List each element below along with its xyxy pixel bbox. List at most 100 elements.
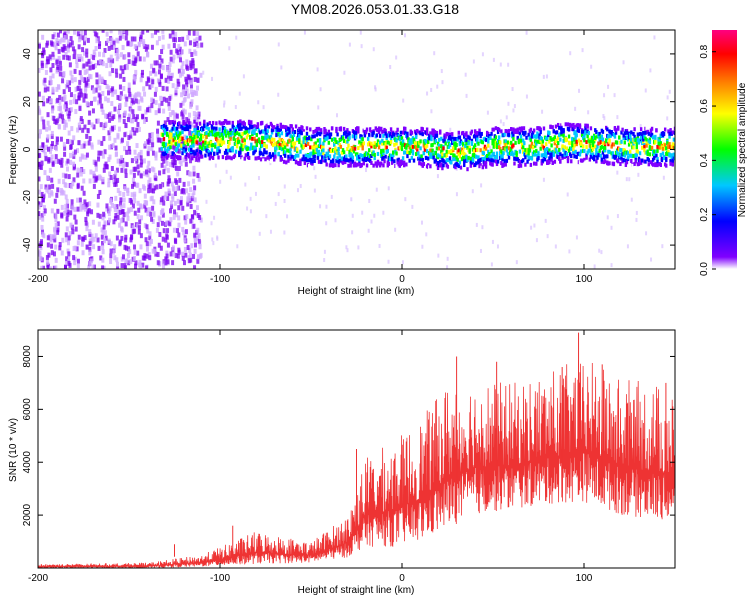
band-cell	[354, 131, 358, 136]
band-cell	[650, 126, 654, 131]
band-cell	[444, 160, 447, 165]
band-cell	[339, 144, 343, 149]
noise-cell	[216, 235, 219, 240]
band-cell	[460, 147, 464, 152]
noise-cell	[62, 89, 66, 95]
band-cell	[620, 130, 623, 135]
noise-cell	[525, 94, 528, 99]
noise-cell	[56, 97, 60, 103]
band-cell	[243, 130, 246, 135]
band-cell	[185, 135, 189, 140]
band-cell	[306, 141, 310, 146]
noise-cell	[134, 116, 138, 122]
band-cell	[559, 152, 562, 157]
noise-cell	[88, 241, 92, 247]
band-cell	[173, 136, 177, 141]
band-cell	[673, 126, 675, 131]
band-cell	[375, 142, 379, 147]
noise-cell	[122, 254, 126, 260]
noise-cell	[172, 251, 176, 257]
band-cell	[220, 121, 224, 126]
noise-cell	[131, 127, 135, 133]
band-cell	[237, 123, 240, 128]
band-cell	[437, 143, 441, 148]
noise-cell	[109, 199, 113, 205]
band-cell	[534, 152, 537, 157]
noise-cell	[42, 124, 46, 130]
band-cell	[302, 154, 305, 159]
band-cell	[566, 159, 570, 164]
band-cell	[411, 151, 415, 156]
band-cell	[549, 124, 552, 129]
noise-cell	[190, 196, 194, 202]
noise-cell	[533, 223, 536, 228]
band-cell	[476, 131, 479, 136]
noise-cell	[653, 35, 656, 40]
noise-cell	[188, 130, 192, 136]
band-cell	[176, 130, 180, 135]
noise-cell	[607, 84, 610, 89]
noise-cell	[98, 98, 102, 104]
band-cell	[518, 160, 522, 165]
noise-cell	[105, 113, 109, 119]
noise-cell	[176, 53, 180, 59]
band-cell	[456, 137, 459, 142]
band-cell	[572, 149, 575, 154]
band-cell	[266, 129, 269, 134]
band-cell	[212, 151, 216, 156]
noise-cell	[76, 172, 80, 178]
band-cell	[525, 135, 528, 140]
band-cell	[573, 125, 576, 130]
noise-cell	[150, 216, 154, 222]
noise-cell	[122, 30, 126, 34]
band-cell	[503, 132, 506, 137]
band-cell	[600, 159, 604, 164]
noise-cell	[74, 219, 78, 225]
band-cell	[429, 154, 432, 159]
noise-cell	[157, 69, 161, 75]
noise-cell	[374, 87, 377, 92]
noise-cell	[165, 86, 169, 92]
band-cell	[318, 152, 322, 157]
noise-cell	[436, 174, 439, 179]
noise-cell	[73, 149, 77, 155]
band-cell	[314, 141, 317, 146]
noise-cell	[119, 73, 123, 79]
band-cell	[172, 122, 175, 127]
band-cell	[645, 138, 648, 143]
noise-cell	[42, 210, 46, 216]
noise-cell	[145, 246, 149, 252]
band-cell	[300, 131, 303, 136]
noise-cell	[51, 161, 55, 167]
noise-cell	[136, 164, 140, 170]
band-cell	[625, 130, 629, 135]
noise-cell	[39, 184, 43, 190]
noise-cell	[45, 255, 49, 261]
noise-cell	[139, 155, 143, 161]
noise-cell	[119, 94, 123, 100]
band-cell	[170, 132, 173, 137]
band-cell	[268, 156, 272, 161]
noise-cell	[129, 133, 133, 139]
noise-cell	[143, 185, 147, 191]
noise-cell	[154, 71, 158, 77]
band-cell	[481, 165, 485, 170]
band-cell	[414, 131, 418, 136]
band-cell	[530, 134, 534, 139]
band-cell	[326, 152, 329, 157]
noise-cell	[101, 257, 105, 263]
band-cell	[194, 131, 197, 136]
noise-cell	[45, 59, 49, 65]
noise-cell	[49, 157, 53, 163]
noise-cell	[75, 58, 79, 64]
noise-cell	[68, 86, 72, 92]
band-cell	[492, 144, 495, 149]
band-cell	[489, 135, 492, 140]
noise-cell	[72, 246, 76, 252]
band-cell	[556, 122, 560, 127]
band-cell	[435, 133, 439, 138]
band-cell	[490, 149, 493, 154]
band-cell	[597, 153, 600, 158]
noise-cell	[38, 108, 41, 114]
noise-cell	[177, 68, 181, 74]
